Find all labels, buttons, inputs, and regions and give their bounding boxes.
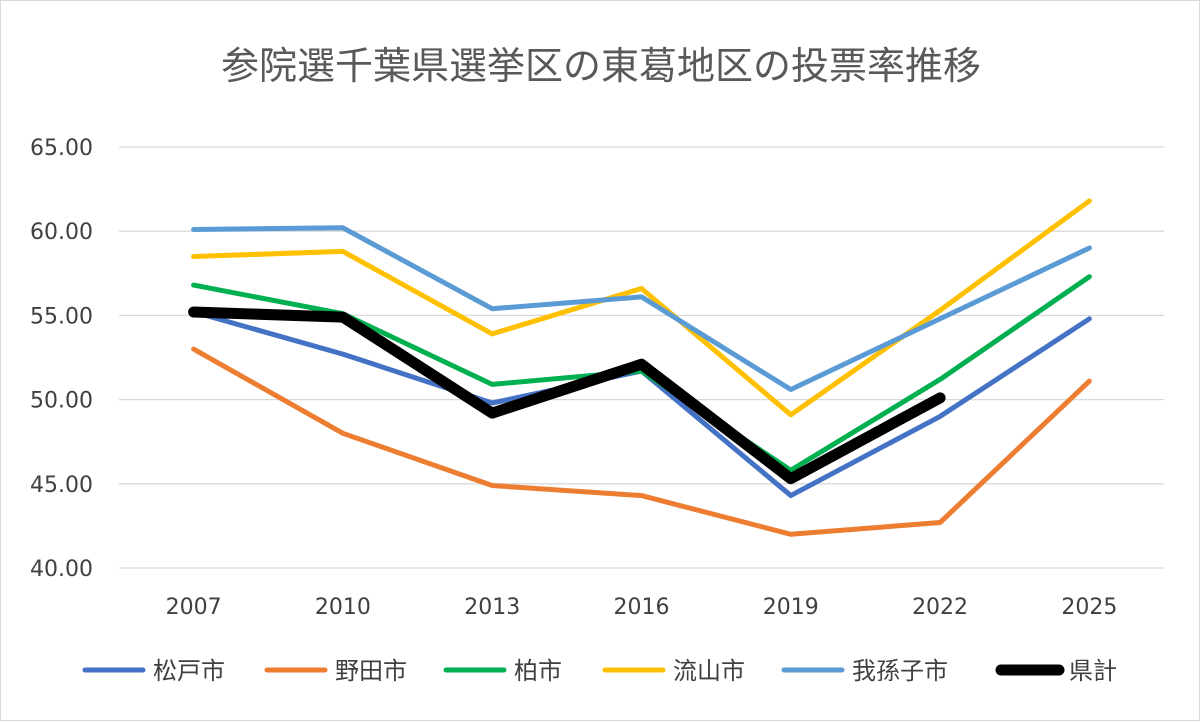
chart-title: 参院選千葉県選挙区の東葛地区の投票率推移 xyxy=(221,44,981,88)
series-line-1 xyxy=(191,346,1092,537)
y-tick-label: 60.00 xyxy=(30,220,93,245)
legend-label: 松戸市 xyxy=(153,657,225,685)
x-tick-label: 2013 xyxy=(464,595,520,620)
y-tick-label: 65.00 xyxy=(30,136,93,161)
series-lines xyxy=(188,198,1092,537)
x-tick-label: 2016 xyxy=(614,595,670,620)
x-tick-label: 2010 xyxy=(315,595,371,620)
y-tick-label: 45.00 xyxy=(30,473,93,498)
gridlines xyxy=(119,146,1164,569)
legend-label: 野田市 xyxy=(335,657,407,685)
x-tick-label: 2022 xyxy=(912,595,968,620)
legend-item: 柏市 xyxy=(443,657,562,685)
y-tick-label: 40.00 xyxy=(30,557,93,582)
legend-item: 県計 xyxy=(995,657,1117,685)
legend: 松戸市 野田市 柏市 流山市 我孫子市 県計 xyxy=(82,657,1117,685)
legend-label: 流山市 xyxy=(673,657,745,685)
legend-item: 松戸市 xyxy=(82,657,225,685)
x-tick-label: 2025 xyxy=(1061,595,1117,620)
series-line-5 xyxy=(188,306,946,485)
y-axis-ticks: 40.00 45.00 50.00 55.00 60.00 65.00 xyxy=(30,136,93,582)
legend-item: 野田市 xyxy=(264,657,407,685)
x-tick-label: 2007 xyxy=(166,595,222,620)
y-tick-label: 50.00 xyxy=(30,389,93,414)
legend-item: 我孫子市 xyxy=(781,657,948,685)
series-line-3 xyxy=(191,198,1092,418)
x-axis-ticks: 2007 2010 2013 2016 2019 2022 2025 xyxy=(166,595,1118,620)
legend-item: 流山市 xyxy=(602,657,745,685)
legend-label: 我孫子市 xyxy=(852,657,948,685)
x-tick-label: 2019 xyxy=(763,595,819,620)
series-line-0 xyxy=(191,309,1092,499)
legend-label: 県計 xyxy=(1069,657,1117,685)
y-tick-label: 55.00 xyxy=(30,304,93,329)
series-line-4 xyxy=(191,225,1092,392)
series-line-2 xyxy=(191,274,1092,473)
legend-label: 柏市 xyxy=(514,657,562,685)
